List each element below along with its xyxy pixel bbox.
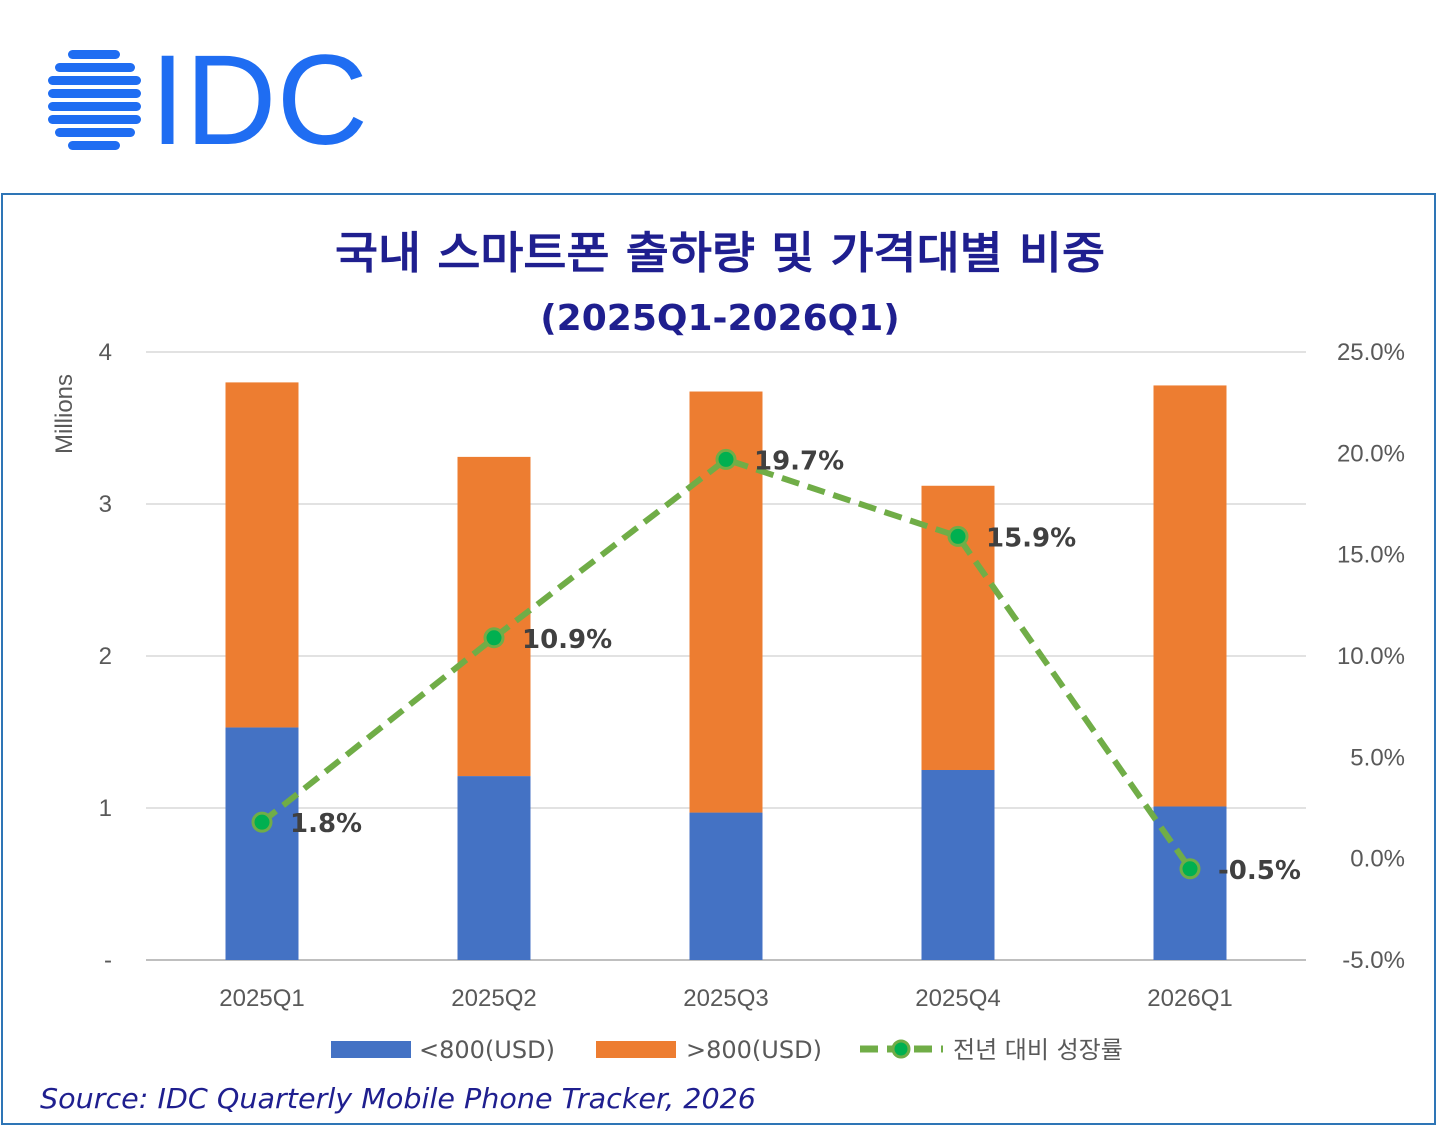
category-labels: 2025Q1 2025Q2 2025Q3 2025Q4 2026Q1 — [219, 985, 1232, 1012]
y2-tick-label: -5.0% — [1342, 947, 1405, 974]
legend: <800(USD) >800(USD) 전년 대비 성장률 — [331, 1036, 1123, 1064]
growth-marker — [947, 525, 969, 547]
y2-tick-label: 25.0% — [1337, 339, 1405, 366]
bar-low — [457, 776, 531, 960]
y2-tick-label: 15.0% — [1337, 542, 1405, 569]
legend-swatch-low — [331, 1041, 411, 1058]
y2-tick-label: 20.0% — [1337, 440, 1405, 467]
legend-marker — [891, 1039, 911, 1059]
logo-text: IDC — [150, 46, 368, 151]
category-label: 2025Q2 — [451, 985, 536, 1012]
chart-subtitle: (2025Q1-2026Q1) — [540, 298, 900, 339]
legend-swatch-high — [596, 1041, 676, 1058]
legend-label-high: >800(USD) — [686, 1036, 822, 1064]
growth-data-label: 15.9% — [986, 523, 1076, 553]
idc-logo: IDC — [48, 46, 368, 151]
y2-tick-label: 0.0% — [1350, 846, 1405, 873]
category-label: 2025Q3 — [683, 985, 768, 1012]
source-note: Source: IDC Quarterly Mobile Phone Track… — [40, 1082, 756, 1115]
logo-globe-icon — [48, 50, 141, 150]
growth-data-label: 10.9% — [522, 625, 612, 655]
category-label: 2025Q4 — [915, 985, 1000, 1012]
growth-data-label: 1.8% — [290, 809, 362, 839]
growth-line: 1.8% 10.9% 19.7% 15.9% -0.5% — [251, 446, 1301, 886]
growth-marker — [483, 627, 505, 649]
right-axis-ticks: -5.0% 0.0% 5.0% 10.0% 15.0% 20.0% 25.0% — [1337, 339, 1405, 974]
legend-label-growth: 전년 대비 성장률 — [953, 1036, 1123, 1064]
chart-frame — [1, 193, 1436, 1125]
y-tick-label: 2 — [99, 643, 112, 670]
bar-high — [1153, 385, 1227, 807]
y-axis-label: Millions — [51, 374, 78, 454]
y-tick-label: - — [104, 947, 112, 974]
growth-data-label: 19.7% — [754, 446, 844, 476]
growth-marker — [715, 448, 737, 470]
growth-marker — [251, 811, 273, 833]
bar-low — [689, 812, 763, 960]
left-axis-ticks: - 1 2 3 4 — [99, 339, 112, 974]
y-tick-label: 4 — [99, 339, 112, 366]
bar-low — [921, 770, 995, 960]
chart-title: 국내 스마트폰 출하량 및 가격대별 비중 — [335, 228, 1105, 279]
bar-low — [225, 727, 299, 960]
growth-data-label: -0.5% — [1218, 856, 1301, 886]
category-label: 2025Q1 — [219, 985, 304, 1012]
category-label: 2026Q1 — [1147, 985, 1232, 1012]
growth-line-path — [260, 456, 1193, 871]
y-tick-label: 3 — [99, 491, 112, 518]
y-tick-label: 1 — [99, 795, 112, 822]
y2-tick-label: 5.0% — [1350, 744, 1405, 771]
y2-tick-label: 10.0% — [1337, 643, 1405, 670]
growth-marker — [1179, 858, 1201, 880]
bar-high — [225, 382, 299, 728]
legend-label-low: <800(USD) — [419, 1036, 555, 1064]
